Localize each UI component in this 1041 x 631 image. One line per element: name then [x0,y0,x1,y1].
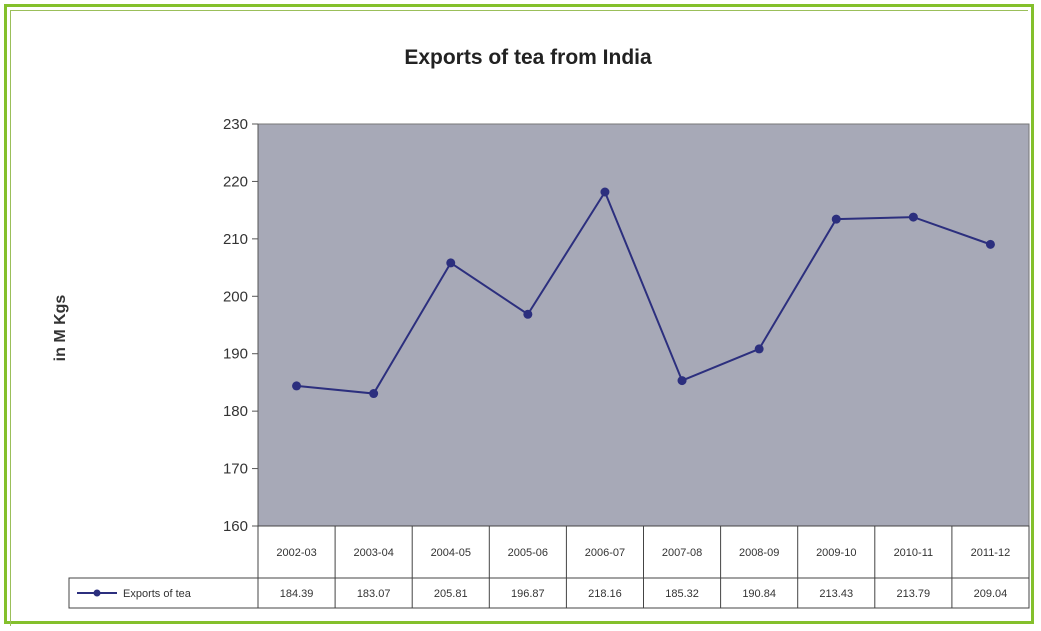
data-point [677,376,687,386]
series-exports-of-tea [292,187,995,399]
data-point [831,214,841,224]
category-label: 2011-12 [971,547,1011,559]
legend-marker [93,589,101,597]
category-label: 2002-03 [276,547,316,559]
y-tick-label: 170 [223,461,248,478]
category-label: 2005-06 [508,547,548,559]
data-point [523,309,533,319]
data-table: 2002-03 2003-04 2004-05 2005-06 2006-07 2007-… [68,525,1030,609]
category-label: 2006-07 [585,547,625,559]
data-point [754,344,764,354]
plot-area [257,123,1030,527]
data-point [908,212,918,222]
y-tick-label: 230 [223,116,248,133]
category-label: 2010-11 [894,547,934,559]
data-value-cell: 190.84 [742,588,776,600]
category-label: 2008-09 [739,547,779,559]
data-point [446,258,456,268]
data-value-cell: 196.87 [511,588,545,600]
category-label: 2003-04 [353,547,393,559]
y-tick-label: 220 [223,173,248,190]
y-tick-label: 190 [223,346,248,363]
chart-title: Exports of tea from India [404,46,652,69]
data-point [369,389,379,399]
data-value-cell: 218.16 [588,588,622,600]
values-row [68,577,1030,609]
category-label: 2007-08 [662,547,702,559]
data-value-cell: 213.43 [819,588,853,600]
data-point [600,187,610,197]
data-value-cell: 209.04 [974,588,1008,600]
data-point [985,239,995,249]
y-tick-label: 160 [223,518,248,535]
legend-label: Exports of tea [123,588,192,600]
y-tick-label: 200 [223,288,248,305]
category-label: 2009-10 [816,547,856,559]
data-point [292,381,302,391]
series-line [296,189,991,395]
data-value-cell: 213.79 [897,588,931,600]
y-tick-label: 210 [223,231,248,248]
data-value-cell: 205.81 [434,588,468,600]
y-axis: 160 170 180 190 200 210 220 230 [223,116,258,535]
y-axis-label: in M Kgs [52,295,69,362]
category-label: 2004-05 [431,547,471,559]
data-value-cell: 184.39 [280,588,314,600]
data-value-cell: 185.32 [665,588,699,600]
data-value-cell: 183.07 [357,588,391,600]
chart-inner-frame [10,10,1028,626]
y-tick-label: 180 [223,403,248,420]
